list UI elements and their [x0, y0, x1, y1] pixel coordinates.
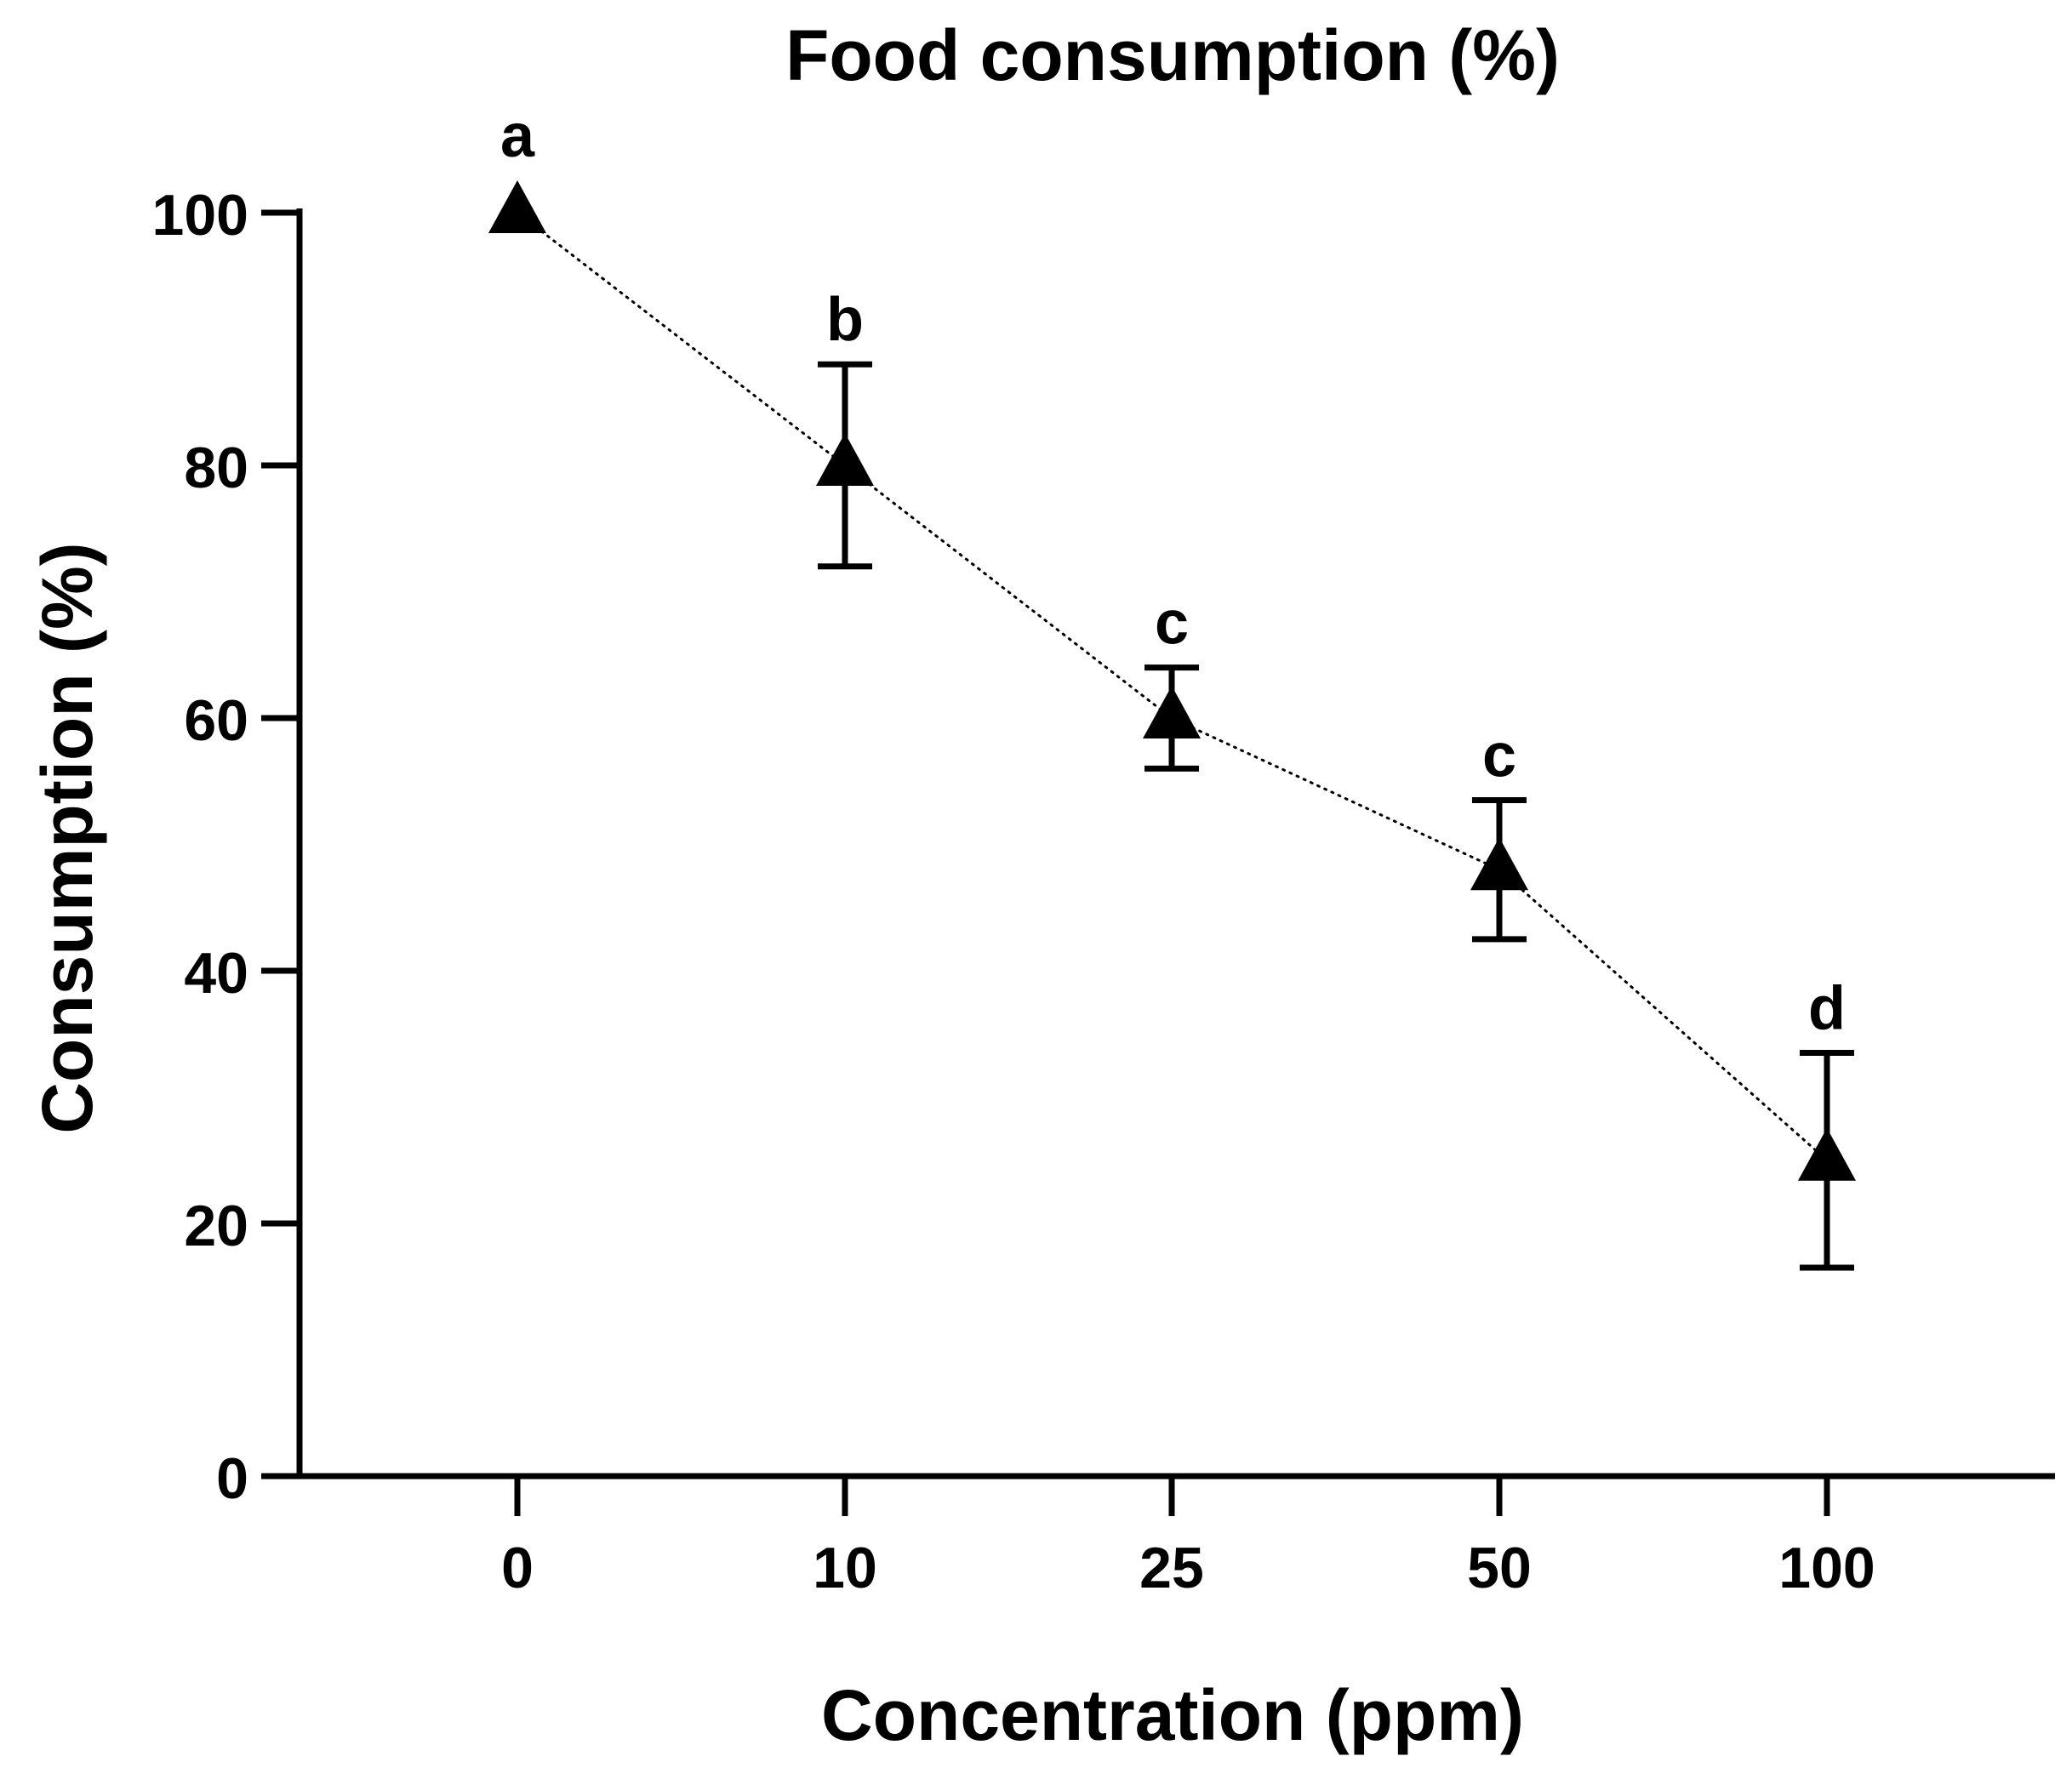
y-tick-label-80: 80 [184, 436, 248, 500]
data-point-50 [1470, 837, 1528, 891]
connector-segment-0-to-10 [516, 211, 847, 467]
x-tick-label-100: 100 [1778, 1536, 1875, 1600]
y-tick-label-40: 40 [184, 941, 248, 1006]
y-tick-label-0: 0 [216, 1446, 248, 1511]
data-markers-layer [488, 180, 1856, 1181]
data-point-25 [1143, 686, 1201, 738]
significance-label-50: c [1482, 722, 1516, 790]
connector-segment-10-to-25 [843, 464, 1173, 720]
chart-title: Food consumption (%) [785, 15, 1560, 95]
data-point-0 [488, 180, 546, 233]
y-tick-label-100: 100 [152, 183, 248, 248]
significance-label-25: c [1155, 590, 1189, 658]
significance-label-100: d [1808, 975, 1846, 1043]
y-tick-label-20: 20 [184, 1194, 248, 1258]
x-axis-ticks: 0 10 25 50 100 [501, 1476, 1875, 1600]
significance-label-0: a [500, 102, 535, 170]
dotted-connector-layer [516, 211, 1829, 1162]
y-axis-ticks: 0 20 40 60 80 100 [152, 183, 300, 1511]
connector-segment-25-to-50 [1170, 716, 1501, 871]
x-tick-label-0: 0 [501, 1536, 534, 1600]
x-tick-label-10: 10 [813, 1536, 877, 1600]
data-point-100 [1798, 1127, 1856, 1181]
significance-labels-layer: a b c c d [500, 102, 1846, 1043]
data-point-10 [816, 433, 874, 486]
x-tick-label-25: 25 [1139, 1536, 1204, 1600]
significance-label-10: b [826, 286, 864, 354]
x-axis-label: Concentration (ppm) [821, 1675, 1524, 1755]
x-tick-label-50: 50 [1467, 1536, 1532, 1600]
y-tick-label-60: 60 [184, 688, 248, 753]
y-axis-label: Consumption (%) [27, 542, 107, 1133]
